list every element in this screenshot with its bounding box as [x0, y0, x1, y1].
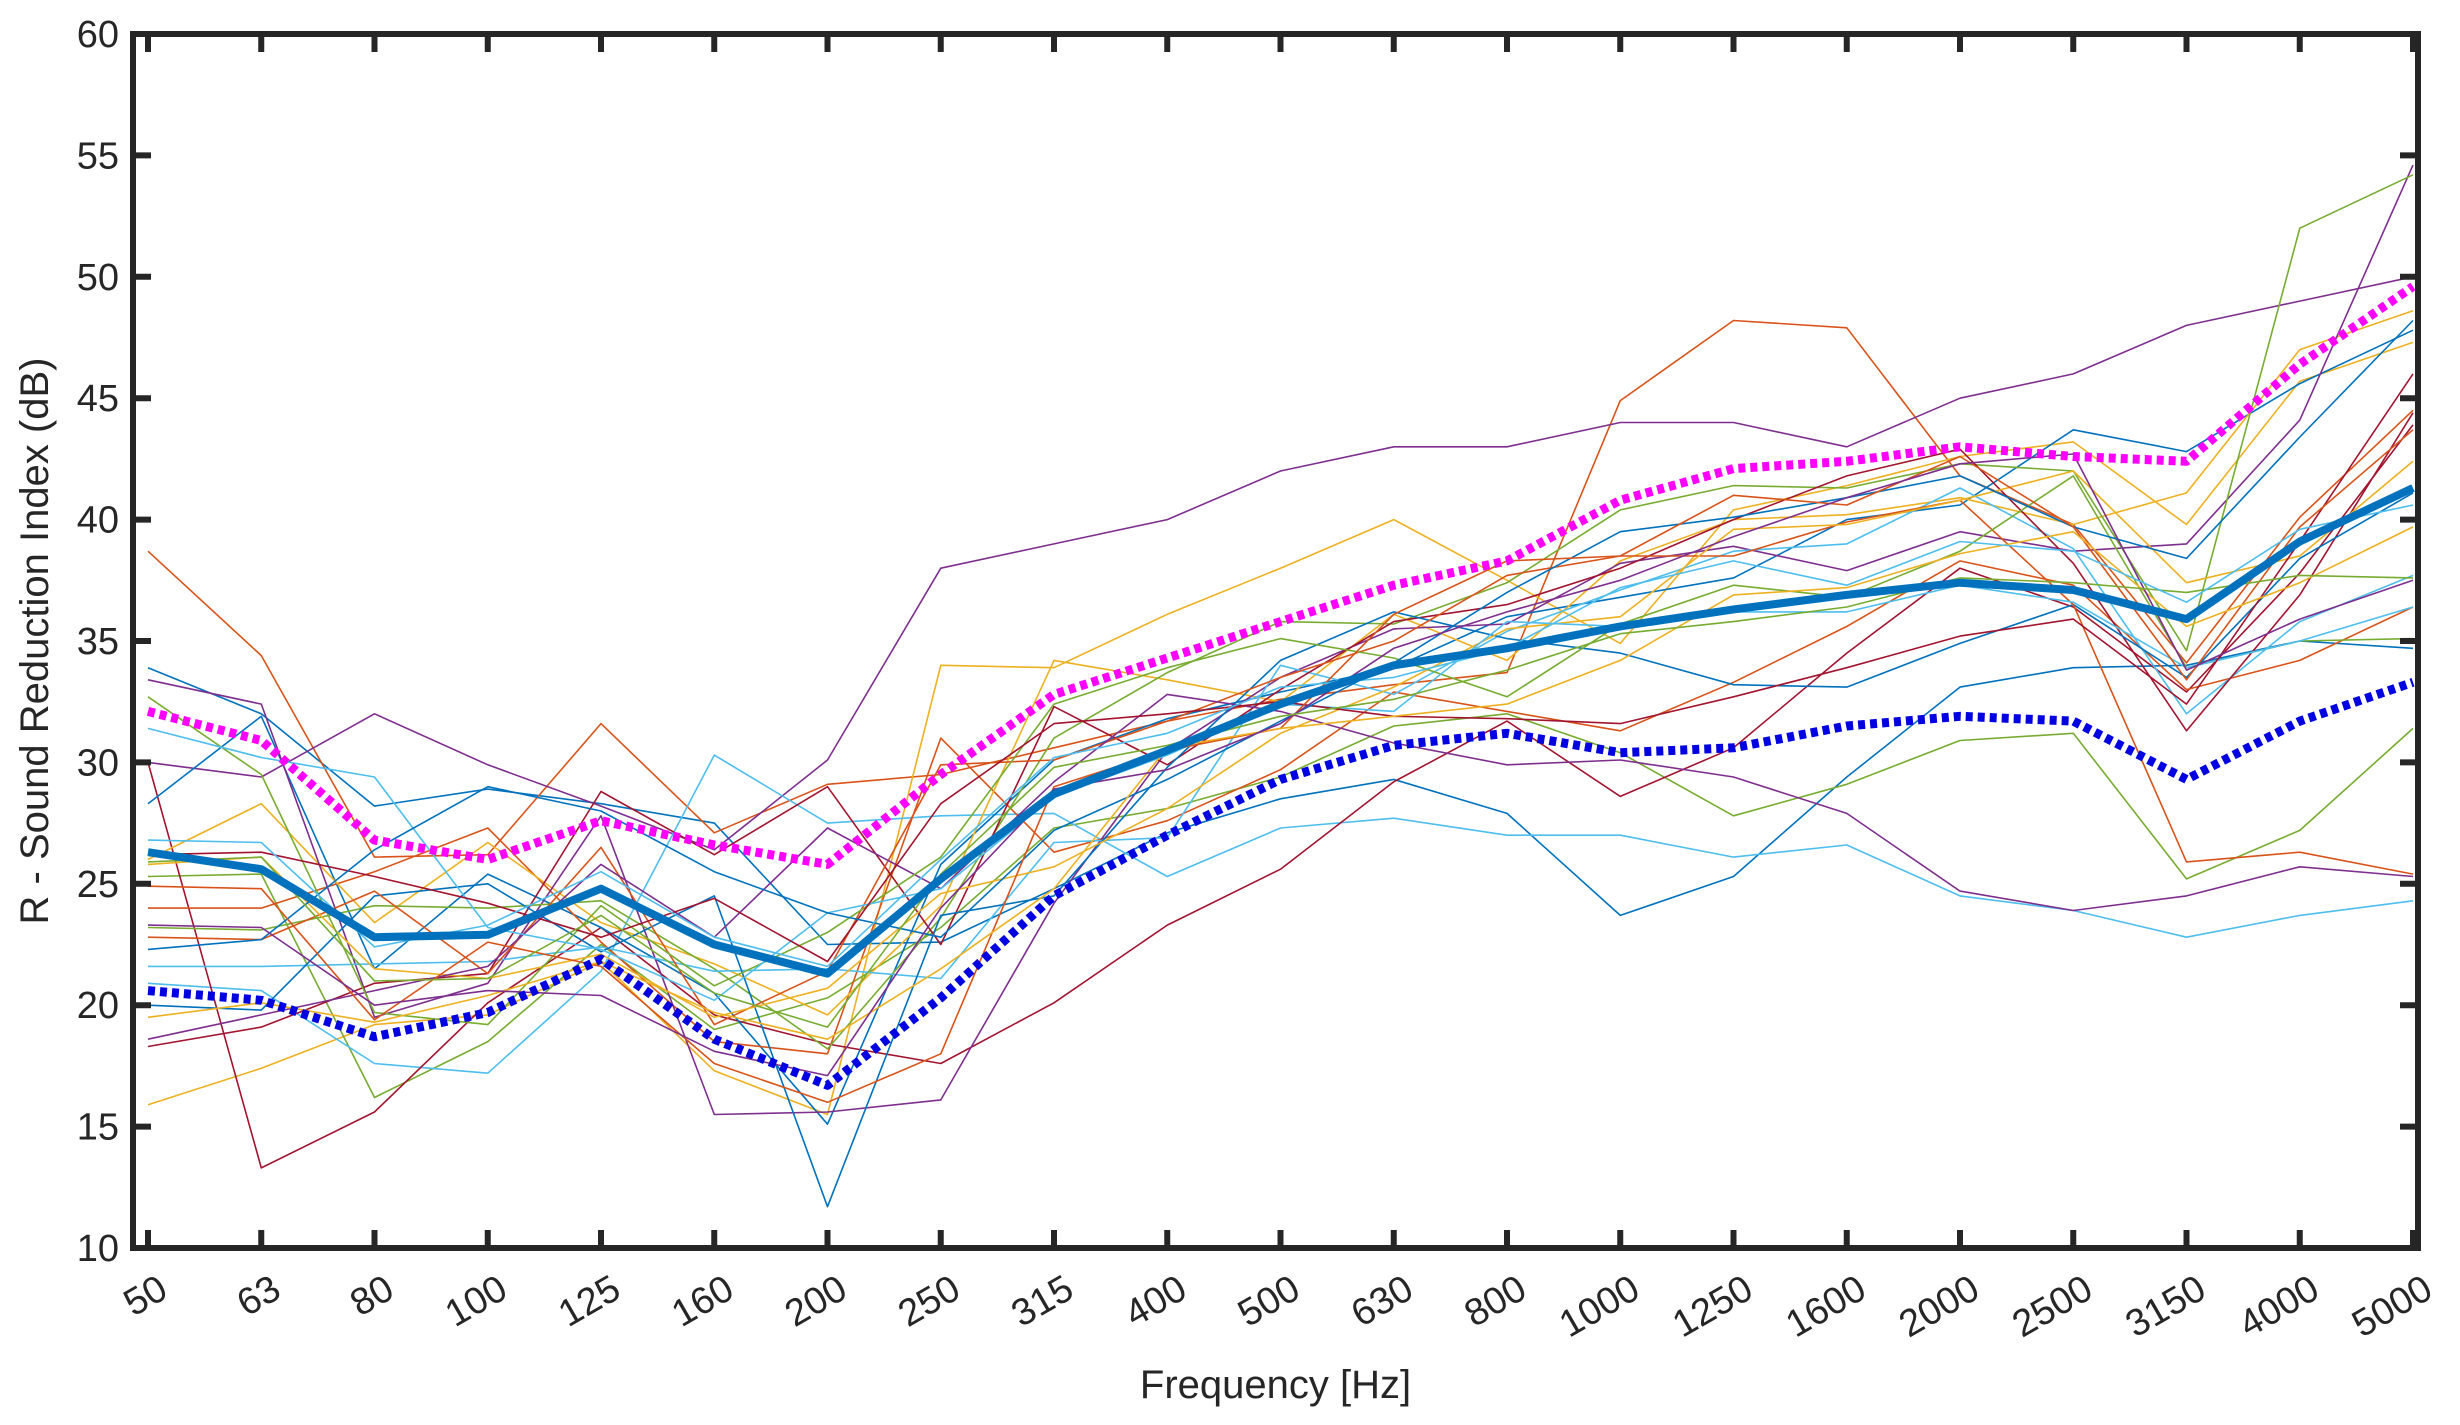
series-line-m8: [147, 329, 2414, 1125]
series-line-m9: [148, 560, 2414, 1055]
y-tick-label: 40: [77, 500, 119, 542]
series-line-m14: [147, 412, 2414, 1048]
y-tick-label: 55: [77, 135, 119, 177]
series-line-m26: [147, 574, 2414, 1028]
series-line-m27: [147, 504, 2414, 968]
series-line-m2: [147, 319, 2414, 858]
y-tick-label: 60: [77, 14, 119, 56]
summary-lines: [146, 282, 2416, 1090]
series-line-m17: [147, 460, 2414, 1019]
y-tick-label: 20: [77, 985, 119, 1027]
x-axis-title: Frequency [Hz]: [1140, 1363, 1411, 1407]
y-tick-label: 50: [77, 257, 119, 299]
series-line-m25: [147, 453, 2414, 1077]
summary-line-mean-std: [146, 282, 2416, 869]
series-line-m22: [147, 319, 2414, 951]
series-line-m18: [147, 693, 2414, 1040]
y-tick-label: 35: [77, 621, 119, 663]
y-axis: 10 15 20 25 30 35 40 45 50 55 60: [77, 14, 2418, 1270]
y-tick-label: 10: [77, 1228, 119, 1270]
series-line-m6: [147, 754, 2414, 1074]
measurement-lines: [147, 164, 2414, 1208]
series-line-m7: [147, 424, 2414, 1169]
series-line-m1: [147, 640, 2414, 946]
series-line-m4: [147, 276, 2414, 851]
y-tick-label: 30: [77, 742, 119, 784]
y-tick-label: 15: [77, 1107, 119, 1149]
summary-line-mean-std: [147, 678, 2415, 1090]
y-axis-title: R - Sound Reduction Index (dB): [13, 358, 57, 925]
y-tick-label: 25: [77, 864, 119, 906]
y-tick-label: 45: [77, 378, 119, 420]
series-line-m24: [147, 526, 2414, 1040]
summary-line-mean: [147, 484, 2415, 978]
